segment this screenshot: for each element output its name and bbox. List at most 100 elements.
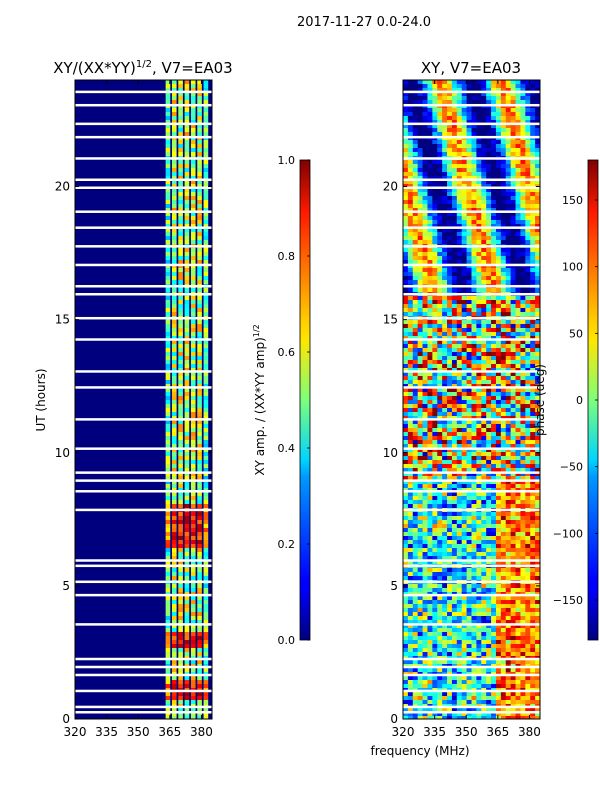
panel2-cell	[530, 100, 536, 104]
panel1-cell	[184, 124, 190, 128]
panel2-cell	[476, 572, 482, 576]
panel2-cell	[403, 192, 409, 196]
panel2-cell	[481, 224, 487, 228]
panel2-cell	[495, 144, 502, 148]
panel2-cell	[417, 192, 423, 196]
panel2-cell	[432, 236, 438, 240]
panel2-cell	[481, 124, 487, 128]
panel2-cell	[515, 540, 521, 544]
panel2-cell	[481, 312, 487, 316]
panel2-cell	[442, 236, 448, 240]
panel2-cell	[432, 600, 438, 604]
panel2-cell	[466, 520, 472, 524]
panel2-cell	[535, 400, 540, 404]
panel2-cell	[432, 412, 438, 416]
panel2-cell	[432, 304, 438, 308]
panel2-cell	[412, 584, 418, 588]
panel1-cell	[203, 716, 209, 719]
panel2-cell	[486, 384, 492, 388]
panel2-cell	[535, 328, 540, 332]
panel2-cell	[476, 112, 482, 116]
panel2-cell	[456, 108, 463, 112]
panel2-cell	[505, 240, 511, 244]
panel2-cell	[495, 248, 502, 252]
panel1-cell	[203, 496, 209, 500]
panel2-cell	[515, 392, 521, 396]
panel2-cell	[466, 204, 472, 208]
panel2-cell	[437, 268, 443, 272]
panel2-cell	[471, 228, 477, 232]
panel2-cell	[447, 456, 453, 460]
panel2-cell	[427, 428, 433, 432]
panel1-cell	[184, 376, 190, 380]
panel2-cell	[412, 544, 418, 548]
panel2-cell	[447, 272, 453, 276]
panel2-cell	[486, 400, 492, 404]
panel2-cell	[451, 600, 458, 604]
panel2-cell	[500, 504, 507, 508]
panel2-cell	[447, 516, 453, 520]
panel2-cell	[407, 600, 414, 604]
panel1-cell	[165, 544, 171, 548]
panel1-cell	[165, 536, 171, 540]
panel2-cell	[530, 200, 536, 204]
panel2-cell	[447, 336, 453, 340]
panel2-cell	[442, 180, 448, 184]
panel2-cell	[515, 524, 521, 528]
panel2-cell	[500, 440, 507, 444]
panel2-cell	[466, 604, 472, 608]
panel2-cell	[476, 172, 482, 176]
panel2-cell	[437, 232, 443, 236]
panel2-cell	[403, 168, 409, 172]
panel1-cell	[190, 92, 196, 96]
panel2-cell	[510, 524, 516, 528]
panel2-cell	[447, 616, 453, 620]
panel1-cell	[197, 204, 202, 208]
panel1-cell	[190, 632, 196, 636]
panel2-cell	[481, 416, 487, 420]
panel1-cell	[184, 352, 190, 356]
panel1-cell	[197, 692, 202, 696]
panel2-cell	[432, 596, 438, 600]
panel1-cell	[190, 684, 196, 688]
panel2-cell	[456, 352, 463, 356]
panel2-cell	[510, 568, 516, 572]
panel2-cell	[471, 368, 477, 372]
panel1-cell	[171, 472, 177, 476]
panel2-cell	[486, 272, 492, 276]
panel2-cell	[500, 128, 507, 132]
panel2-cell	[403, 344, 409, 348]
panel2-cell	[476, 540, 482, 544]
panel2-cell	[456, 288, 463, 292]
panel2-cell	[476, 612, 482, 616]
panel2-cell	[495, 152, 502, 156]
panel1-cell	[203, 424, 209, 428]
panel2-cell	[417, 420, 423, 424]
panel2-cell	[461, 88, 467, 92]
panel2-cell	[407, 604, 414, 608]
panel2-cell	[447, 216, 453, 220]
panel2-cell	[471, 208, 477, 212]
panel1-cell	[165, 620, 171, 624]
panel2-cell	[407, 588, 414, 592]
panel1-cell	[197, 184, 202, 188]
panel2-cell	[495, 256, 502, 260]
panel2-cell	[476, 208, 482, 212]
panel2-cell	[530, 484, 536, 488]
panel2-cell	[515, 424, 521, 428]
panel2-cell	[491, 404, 497, 408]
panel2-cell	[466, 120, 472, 124]
panel2-cell	[481, 188, 487, 192]
panel2-cell	[515, 100, 521, 104]
panel2-cell	[407, 444, 414, 448]
panel2-cell	[403, 216, 409, 220]
panel1-cell	[197, 344, 202, 348]
panel2-cell	[451, 236, 458, 240]
panel2-cell	[520, 220, 526, 224]
panel1-cell	[190, 616, 196, 620]
panel2-cell	[461, 256, 467, 260]
panel1-cell	[171, 192, 177, 196]
panel2-cell	[510, 548, 516, 552]
panel2-cell	[471, 132, 477, 136]
panel2-cell	[417, 80, 423, 84]
